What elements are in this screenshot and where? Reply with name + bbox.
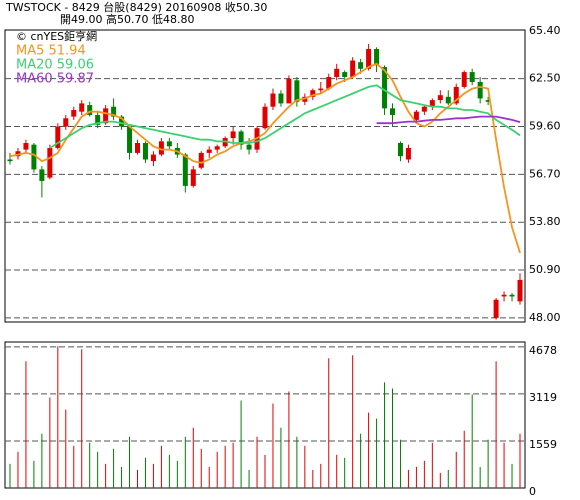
legend-entry: MA20 59.06: [16, 58, 94, 73]
candle-body: [501, 294, 507, 297]
ma-line: [376, 115, 521, 125]
legend-entry: MA5 51.94: [16, 44, 86, 59]
y-tick-label: 56.70: [529, 167, 561, 180]
candle-body: [382, 67, 388, 109]
candle-body: [453, 86, 459, 104]
candle-body: [55, 126, 61, 148]
candle-body: [413, 111, 419, 120]
candle-body: [198, 152, 204, 168]
candle-body: [206, 149, 212, 153]
candle-body: [111, 106, 117, 117]
chart-title: TWSTOCK - 8429 台股(8429) 20160908 收50.30: [5, 0, 267, 14]
candle-body: [31, 144, 37, 170]
y-tick-label: 53.80: [529, 215, 561, 228]
candle-body: [294, 80, 300, 102]
candle-body: [190, 169, 196, 186]
candle-body: [23, 143, 29, 150]
candle-body: [87, 105, 93, 115]
y-tick-label: 48.00: [529, 311, 561, 324]
candle-body: [517, 279, 523, 302]
candle-body: [262, 106, 268, 129]
candle-body: [366, 48, 372, 69]
candle-body: [47, 147, 53, 178]
candle-body: [95, 114, 101, 125]
chart-subtitle: 開49.00 高50.70 低48.80: [60, 12, 194, 26]
legend-entry: MA60 59.87: [16, 72, 94, 87]
y-tick-label: 59.60: [529, 120, 561, 133]
candle-body: [238, 131, 244, 145]
y-tick-label: 65.40: [529, 24, 561, 37]
candle-body: [79, 103, 85, 112]
candle-body: [150, 154, 156, 162]
candle-body: [127, 126, 133, 153]
candle-body: [445, 96, 451, 104]
volume-tick-label: 3119: [529, 391, 557, 404]
candle-body: [182, 154, 188, 186]
candle-body: [246, 144, 252, 150]
source: © cnYES鉅亨網: [16, 29, 97, 43]
candle-body: [421, 106, 427, 112]
candle-body: [469, 72, 475, 82]
ma-line: [9, 62, 521, 254]
candle-body: [214, 146, 220, 150]
candle-body: [485, 100, 491, 102]
candle-body: [405, 147, 411, 160]
candle-body: [461, 72, 467, 87]
y-tick-label: 62.50: [529, 72, 561, 85]
candle-body: [374, 48, 380, 66]
candle-body: [270, 93, 276, 107]
ma-line: [49, 84, 521, 149]
candle-body: [477, 81, 483, 99]
candle-body: [326, 77, 332, 89]
candle-body: [135, 143, 140, 153]
candle-body: [358, 62, 364, 69]
candle-body: [334, 68, 340, 78]
candle-body: [286, 78, 292, 104]
candle-body: [166, 141, 172, 147]
candle-body: [7, 159, 13, 162]
candle-body: [350, 60, 356, 78]
candle-body: [493, 299, 499, 318]
price-panel: [4, 29, 526, 323]
candle-body: [318, 88, 324, 91]
volume-tick-label: 1559: [529, 438, 557, 451]
candle-body: [429, 100, 435, 107]
candle-body: [390, 108, 395, 115]
candle-body: [119, 116, 125, 127]
candle-body: [39, 169, 45, 181]
candle-body: [142, 143, 148, 160]
candle-body: [63, 118, 69, 127]
candle-body: [71, 110, 77, 117]
candle-body: [397, 143, 403, 157]
volume-tick-label: 0: [529, 485, 536, 498]
candle-body: [509, 294, 515, 297]
candle-body: [230, 131, 236, 139]
candle-body: [310, 90, 316, 97]
candle-body: [342, 72, 348, 78]
candle-body: [437, 95, 443, 101]
candle-body: [103, 108, 109, 124]
candle-body: [278, 93, 284, 104]
y-tick-label: 50.90: [529, 263, 561, 276]
volume-tick-label: 4678: [529, 344, 557, 357]
candle-body: [158, 141, 164, 155]
